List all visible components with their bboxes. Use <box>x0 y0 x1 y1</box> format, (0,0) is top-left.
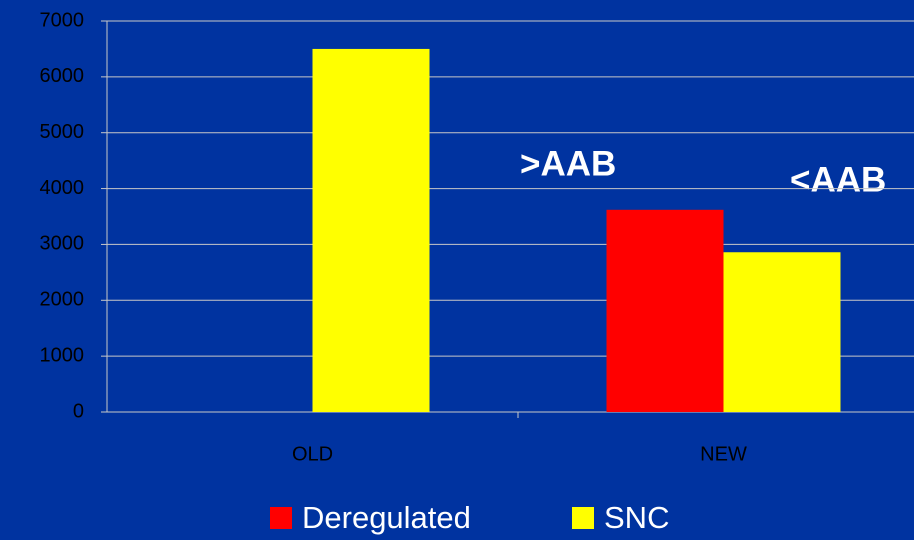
y-tick-label: 1000 <box>40 344 85 366</box>
x-tick-label: NEW <box>700 443 747 465</box>
bar <box>312 48 430 413</box>
y-tick-label: 3000 <box>40 233 85 255</box>
y-tick-label: 2000 <box>40 289 85 311</box>
legend-swatch <box>270 507 292 529</box>
annotation: >AAB <box>520 144 616 183</box>
y-tick-label: 4000 <box>40 177 85 199</box>
y-tick-label: 0 <box>73 400 84 422</box>
legend-label: SNC <box>604 500 669 535</box>
bar <box>606 209 724 412</box>
y-tick-label: 6000 <box>40 65 85 87</box>
legend-swatch <box>572 507 594 529</box>
bar <box>723 252 841 412</box>
legend-label: Deregulated <box>302 500 471 535</box>
y-tick-label: 7000 <box>40 9 85 31</box>
annotation: <AAB <box>790 160 886 199</box>
y-tick-label: 5000 <box>40 121 85 143</box>
x-tick-label: OLD <box>292 443 333 465</box>
